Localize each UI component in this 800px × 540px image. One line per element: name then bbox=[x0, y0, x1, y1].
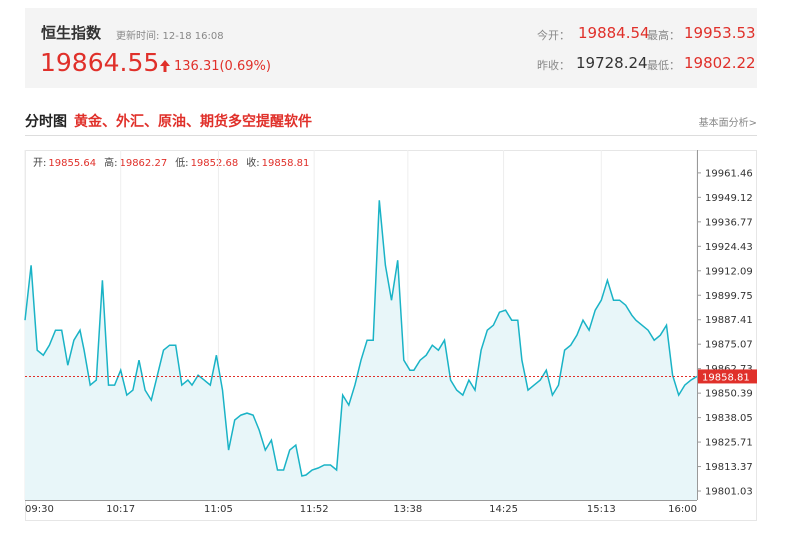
x-tick-label: 15:13 bbox=[587, 504, 616, 515]
x-tick-label: 14:25 bbox=[489, 504, 518, 515]
x-tick-label: 10:17 bbox=[106, 504, 135, 515]
stat-value: 19802.22 bbox=[684, 54, 756, 72]
stat-label: 昨收： bbox=[537, 59, 570, 72]
y-tick-label: 19949.12 bbox=[705, 193, 753, 204]
y-tick-label: 19838.05 bbox=[705, 413, 753, 424]
update-time: 更新时间: 12-18 16:08 bbox=[116, 31, 224, 42]
stat-label: 今开： bbox=[537, 29, 570, 42]
y-tick-label: 19850.39 bbox=[705, 389, 753, 400]
x-tick-label: 16:00 bbox=[668, 504, 697, 515]
ohlc-label: 开: bbox=[33, 158, 46, 169]
y-tick-label: 19887.41 bbox=[705, 315, 753, 326]
ohlc-value: 19855.64 bbox=[48, 158, 96, 169]
stat-label: 最高： bbox=[647, 29, 680, 42]
y-tick-label: 19801.03 bbox=[705, 487, 753, 498]
stat-value: 19953.53 bbox=[684, 24, 756, 42]
y-tick-label: 19813.37 bbox=[705, 462, 753, 473]
close-label: 19858.81 bbox=[702, 372, 750, 383]
ohlc-label: 高: bbox=[104, 156, 117, 169]
divider bbox=[25, 135, 757, 136]
y-tick-label: 19912.09 bbox=[705, 266, 753, 277]
y-tick-label: 19875.07 bbox=[705, 340, 753, 351]
analysis-link[interactable]: 基本面分析> bbox=[698, 118, 757, 129]
price-line bbox=[24, 200, 698, 477]
area bbox=[25, 200, 697, 501]
y-tick-label: 19936.77 bbox=[705, 217, 753, 228]
y-tick-label: 19825.71 bbox=[705, 438, 753, 449]
ohlc-label: 收: bbox=[246, 156, 259, 169]
x-tick-label: 11:05 bbox=[204, 504, 233, 515]
stat-value: 19884.54 bbox=[578, 24, 650, 42]
ohlc-label: 低: bbox=[175, 156, 188, 169]
quote-header bbox=[25, 8, 757, 88]
section-title: 分时图 bbox=[25, 114, 67, 130]
ohlc-value: 19858.81 bbox=[262, 158, 310, 169]
up-arrow bbox=[160, 60, 170, 72]
change: 136.31(0.69%) bbox=[174, 59, 271, 74]
stat-value: 19728.24 bbox=[576, 54, 648, 72]
y-tick-label: 19961.46 bbox=[705, 168, 753, 179]
stat-label: 最低： bbox=[647, 59, 680, 72]
close-box bbox=[698, 369, 757, 384]
y-tick-label: 19899.75 bbox=[705, 291, 753, 302]
price: 19864.55 bbox=[40, 48, 160, 77]
x-tick-label: 11:52 bbox=[300, 504, 329, 515]
y-tick-label: 19924.43 bbox=[705, 242, 753, 253]
x-tick-label: 13:38 bbox=[393, 504, 422, 515]
index-title: 恒生指数 bbox=[41, 24, 102, 42]
x-tick-label: 09:30 bbox=[25, 504, 54, 515]
ohlc-value: 19862.27 bbox=[119, 158, 167, 169]
ohlc-value: 19852.68 bbox=[191, 158, 239, 169]
promo-link[interactable]: 黄金、外汇、原油、期货多空提醒软件 bbox=[74, 114, 312, 130]
